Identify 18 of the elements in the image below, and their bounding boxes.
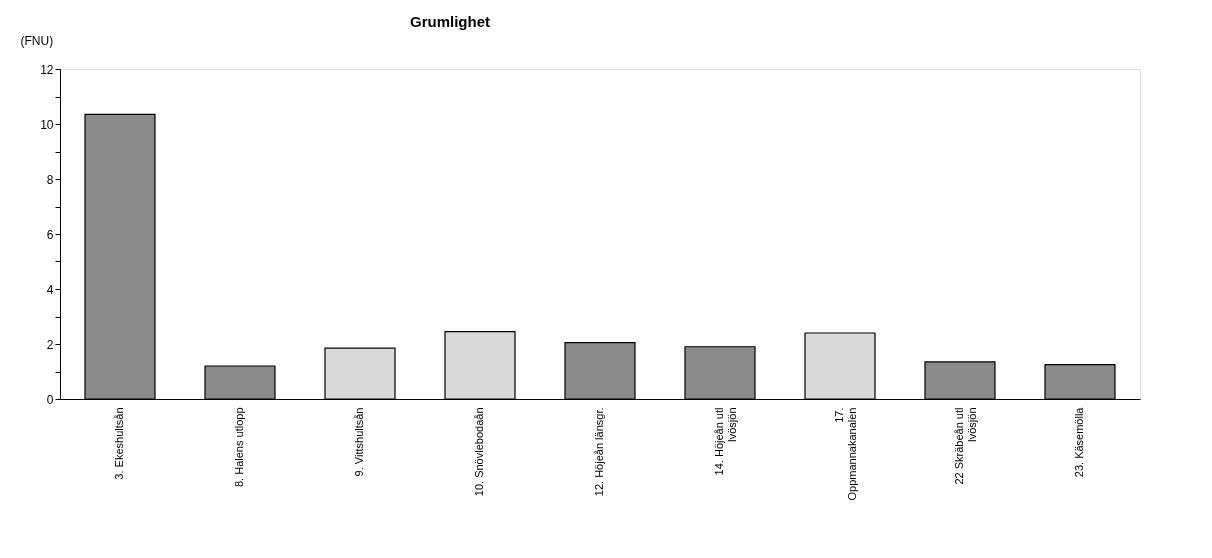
x-tick-label: 17. Oppmannakanalen: [833, 407, 858, 501]
y-tick-label: 0: [46, 392, 54, 407]
x-tick-label: 22 Skräbeån utl Ivösjön: [953, 407, 978, 485]
y-axis-title: (FNU): [20, 33, 54, 48]
x-tick-label: 10. Snövlebodaån: [473, 407, 485, 497]
x-tick-label: 8. Halens utlopp: [233, 407, 245, 487]
x-tick-label: 12. Höjeån länsgr.: [593, 407, 605, 497]
x-tick-label: 14. Höjeån utl Ivösjön: [713, 407, 738, 476]
y-tick-label: 10: [40, 117, 54, 132]
y-tick-label: 2: [46, 337, 54, 352]
x-tick-label: 9. Vittshultsån: [353, 407, 365, 477]
y-tick-label: 4: [46, 282, 54, 297]
y-tick-label: 12: [40, 62, 54, 77]
y-tick-label: 8: [46, 172, 54, 187]
chart-title: Grumlighet: [409, 13, 491, 30]
x-tick-label: 3. Ekeshultsån: [113, 407, 125, 480]
y-tick-label: 6: [46, 227, 54, 242]
x-tick-label: 23. Käsemölla: [1073, 406, 1085, 478]
